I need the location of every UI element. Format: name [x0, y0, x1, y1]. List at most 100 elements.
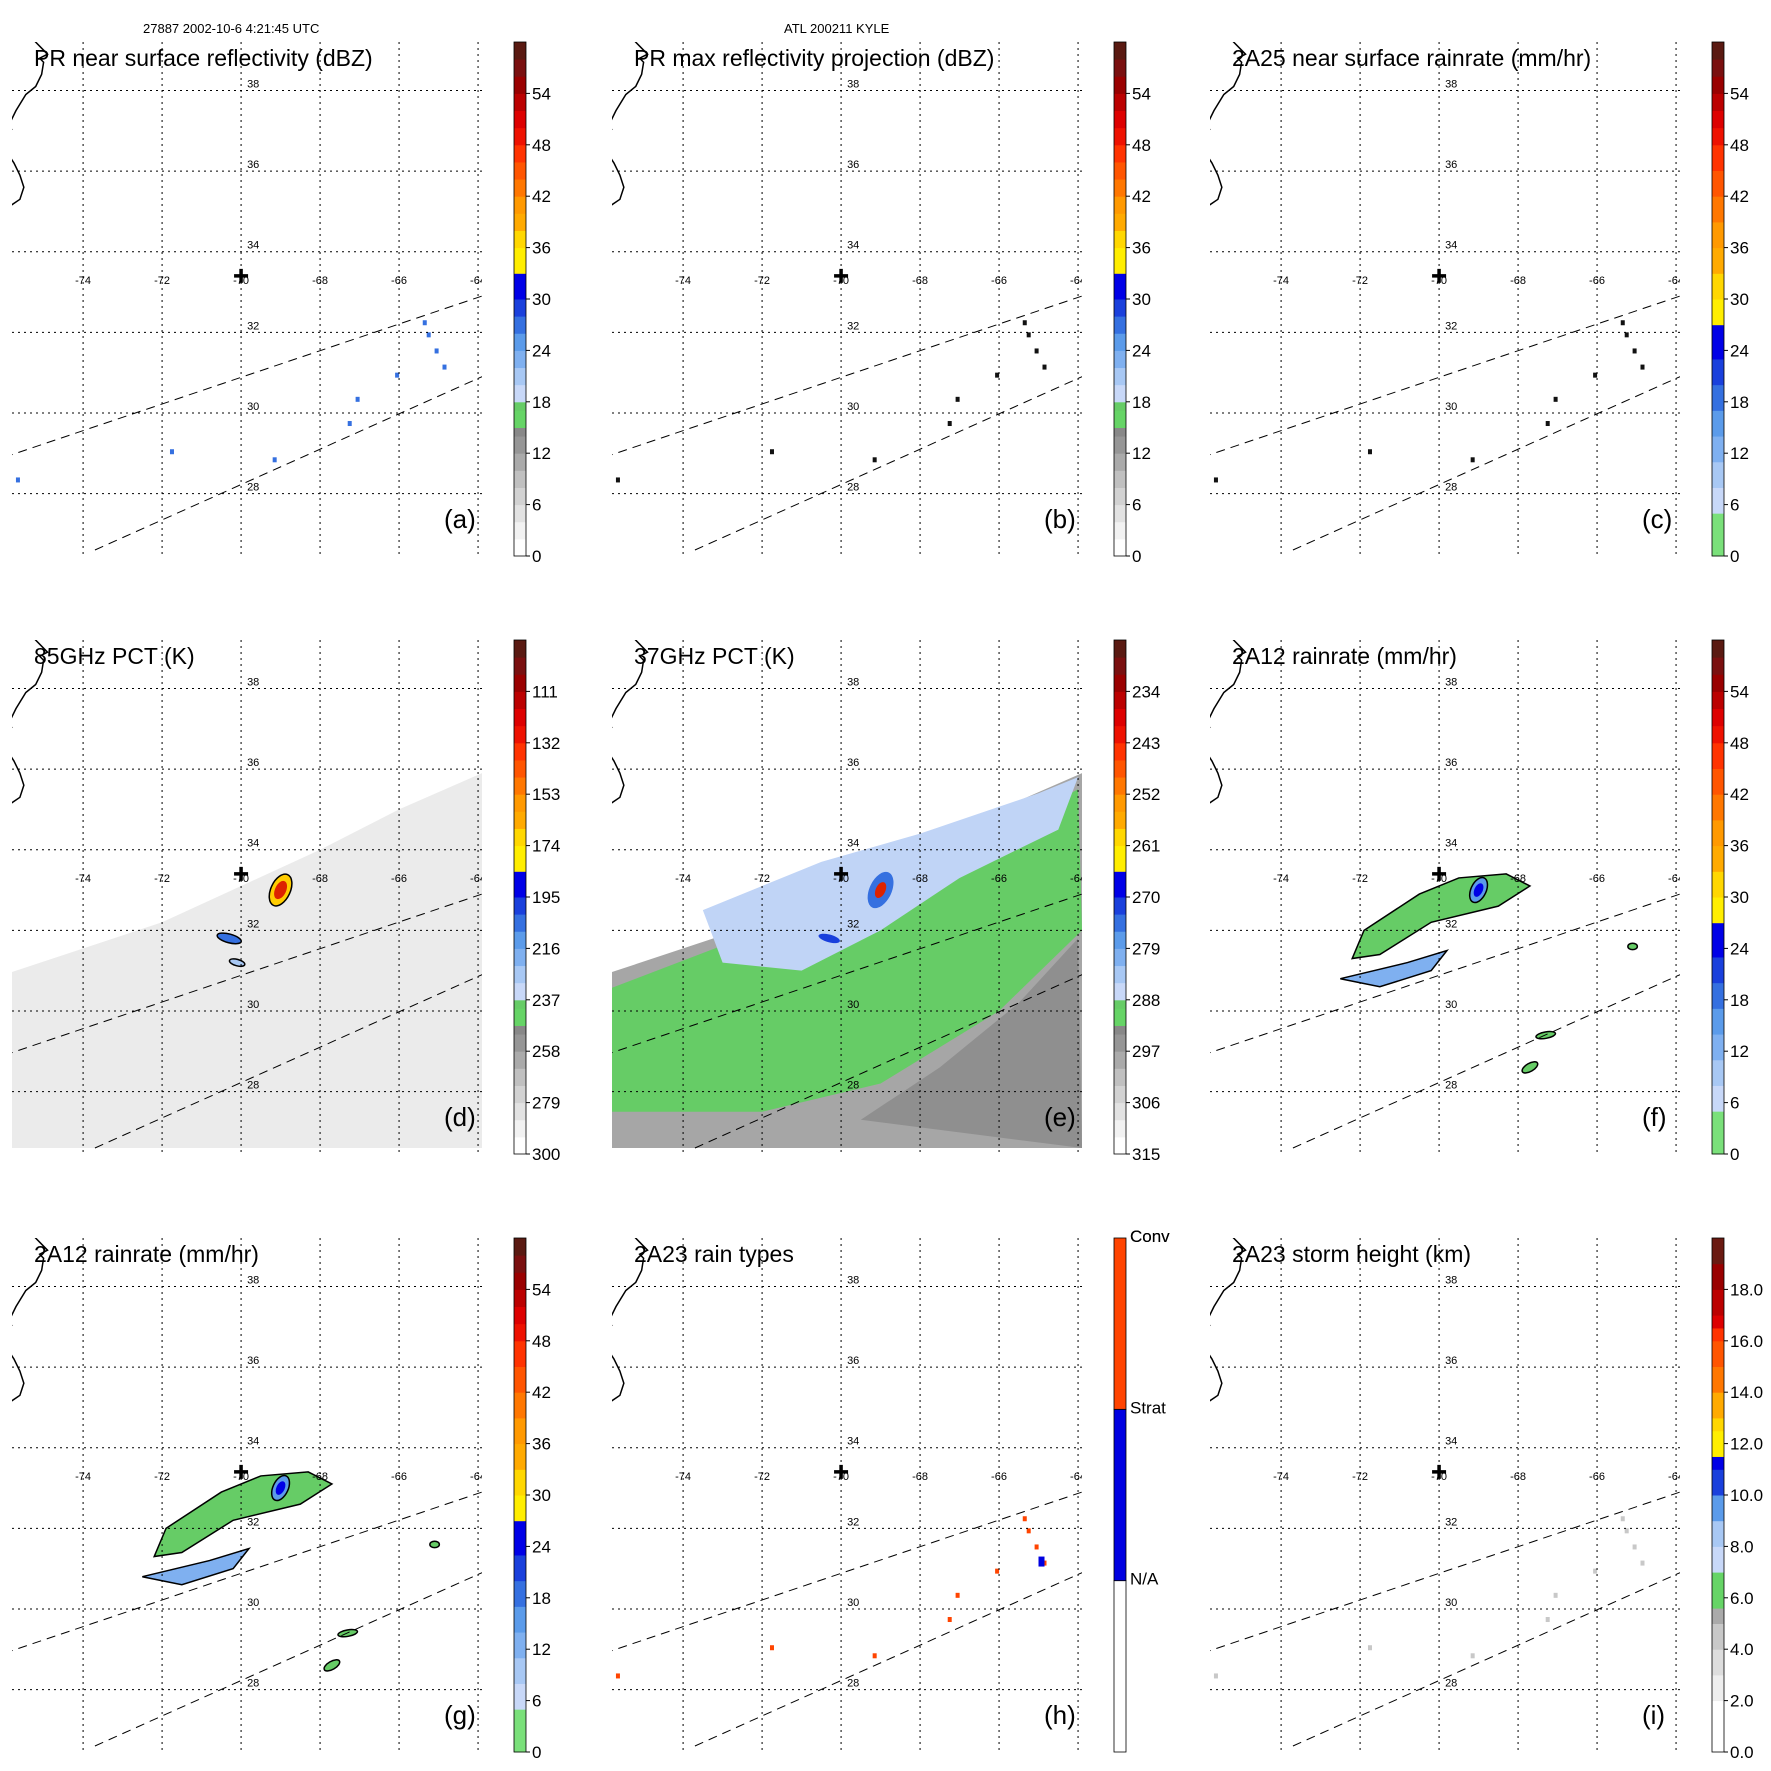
rain-feature — [818, 933, 840, 944]
rain-pixel — [872, 1653, 877, 1659]
colorbar-tick-label: 54 — [1730, 682, 1749, 701]
colorbar-band — [1712, 768, 1724, 795]
colorbar-tick-label: 54 — [532, 1280, 551, 1299]
colorbar-tick-label: 6 — [1132, 496, 1141, 515]
colorbar-band — [1712, 358, 1724, 386]
coastline — [12, 640, 49, 719]
longitude-label: -74 — [75, 275, 91, 287]
colorbar-band — [1712, 1263, 1724, 1290]
colorbar-band — [1114, 213, 1126, 231]
rain-feature — [1473, 883, 1484, 897]
rain-pixel — [1213, 477, 1218, 483]
coastline — [612, 1324, 613, 1327]
colorbar-category-label: Conv — [1130, 1227, 1170, 1246]
colorbar-band — [1114, 436, 1126, 454]
colorbar-band — [1712, 1085, 1724, 1112]
colorbar-tick-label: 132 — [532, 734, 560, 753]
latitude-label: 28 — [847, 1080, 859, 1092]
colorbar-band — [1114, 1136, 1126, 1155]
rain-pixel — [1545, 421, 1550, 427]
colorbar-tick-label: 300 — [532, 1145, 560, 1164]
colorbar-band — [1114, 897, 1126, 915]
colorbar-band — [1712, 725, 1724, 744]
colorbar-band — [514, 230, 526, 249]
colorbar-band — [514, 367, 526, 386]
swath-edge — [12, 1491, 482, 1652]
colorbar-band — [1712, 1623, 1724, 1650]
colorbar-tick-label: 0 — [1730, 547, 1739, 566]
colorbar-band — [514, 794, 526, 812]
rain-pixel — [1624, 332, 1629, 338]
latitude-label: 30 — [847, 999, 859, 1011]
swath-edge — [1292, 1572, 1680, 1747]
coastline — [1210, 1324, 1211, 1327]
rain-pixel — [426, 332, 431, 338]
colorbar-band — [1114, 367, 1126, 386]
colorbar-band — [514, 1289, 526, 1308]
longitude-label: -68 — [312, 1471, 328, 1483]
colorbar-band — [1114, 742, 1126, 761]
colorbar-band — [514, 811, 526, 829]
rain-feature — [275, 1481, 286, 1495]
coastline — [612, 128, 613, 131]
colorbar-band — [1712, 1649, 1724, 1676]
latitude-label: 30 — [1445, 1597, 1457, 1609]
latitude-label: 38 — [247, 78, 259, 90]
colorbar-tick-label: 18 — [532, 1589, 551, 1608]
longitude-label: -66 — [1589, 1471, 1605, 1483]
latitude-label: 32 — [1445, 320, 1457, 332]
storm-center-marker — [834, 1464, 849, 1479]
rain-pixel — [434, 348, 439, 354]
colorbar-band — [1114, 350, 1126, 369]
colorbar-tick-label: 0.0 — [1730, 1743, 1754, 1762]
rain-band — [1350, 873, 1532, 960]
panel-title: PR near surface reflectivity (dBZ) — [34, 45, 373, 71]
latitude-label: 36 — [847, 1355, 859, 1367]
colorbar-band — [1114, 725, 1126, 744]
colorbar-band — [1712, 1417, 1724, 1432]
colorbar-tick-label: 12 — [1730, 1042, 1749, 1061]
colorbar-tick-label: 195 — [532, 888, 560, 907]
rain-pixel — [995, 1568, 1000, 1574]
latitude-label: 38 — [847, 78, 859, 90]
colorbar-band — [1114, 708, 1126, 727]
colorbar-band — [1114, 777, 1126, 795]
panel-title: 2A25 near surface rainrate (mm/hr) — [1232, 45, 1591, 71]
swath-edge — [694, 376, 1082, 551]
latitude-label: 32 — [847, 320, 859, 332]
panel-letter: (b) — [1044, 504, 1076, 534]
longitude-label: -64 — [470, 275, 486, 287]
colorbar-tick-label: 234 — [1132, 682, 1160, 701]
colorbar-band — [514, 427, 526, 437]
colorbar-band — [514, 384, 526, 403]
longitude-label: -72 — [154, 873, 170, 885]
colorbar-tick-label: 243 — [1132, 734, 1160, 753]
colorbar-band — [514, 273, 526, 300]
rain-feature — [874, 882, 887, 898]
colorbar-band — [1712, 657, 1724, 675]
colorbar-band — [1712, 513, 1724, 557]
latitude-label: 30 — [1445, 401, 1457, 413]
colorbar-band — [1114, 196, 1126, 214]
colorbar-band — [1114, 811, 1126, 829]
longitude-label: -64 — [1668, 873, 1684, 885]
colorbar-band — [514, 401, 526, 411]
colorbar-band — [514, 1366, 526, 1393]
colorbar-band — [514, 1238, 526, 1256]
colorbar-band — [514, 1657, 526, 1684]
colorbar-band — [1114, 179, 1126, 197]
longitude-label: -72 — [754, 873, 770, 885]
longitude-label: -64 — [470, 873, 486, 885]
longitude-label: -68 — [312, 873, 328, 885]
colorbar-band — [514, 179, 526, 197]
colorbar-tick-label: 0 — [532, 547, 541, 566]
colorbar-band — [514, 538, 526, 557]
latitude-label: 30 — [1445, 999, 1457, 1011]
colorbar-band — [514, 1417, 526, 1445]
colorbar-band — [514, 948, 526, 967]
storm-center-marker — [234, 866, 249, 881]
colorbar-tick-label: 42 — [532, 1383, 551, 1402]
